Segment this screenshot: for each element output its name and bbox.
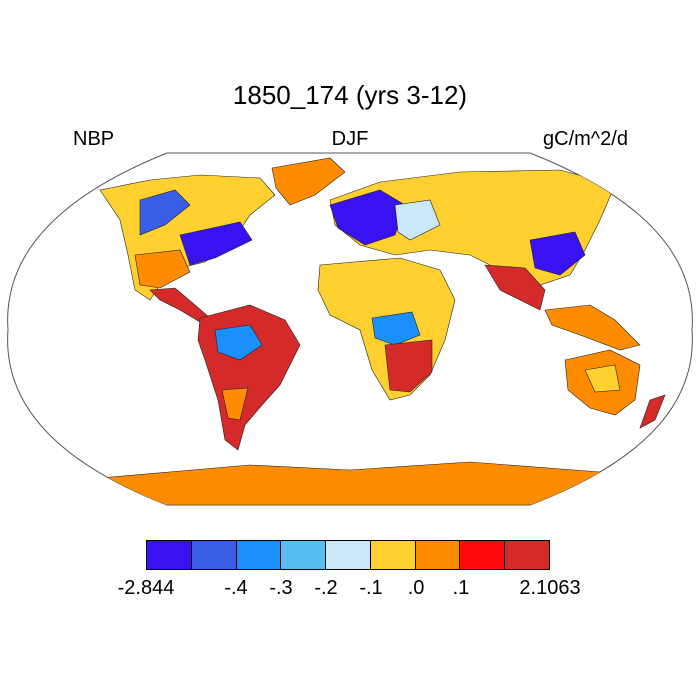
south-america-south — [221, 387, 249, 421]
central-africa-patch — [371, 311, 421, 346]
eastern-us-high — [179, 221, 253, 266]
us-south — [134, 249, 191, 289]
new-zealand-landmass — [639, 394, 666, 429]
season-label: DJF — [331, 128, 369, 150]
colorbar-tick-label: .0 — [407, 577, 425, 599]
north-america-high — [139, 189, 191, 236]
colorbar-tick-label: -.4 — [224, 577, 248, 599]
antarctica-landmass — [59, 461, 641, 505]
southeast-asia-islands — [544, 304, 641, 351]
europe-high — [329, 189, 406, 246]
colorbar-tick-label: -.3 — [269, 577, 293, 599]
amazon-patch — [214, 324, 263, 361]
colorbar-box-2 — [191, 541, 237, 569]
colorbar-tick-label: -.2 — [314, 577, 338, 599]
units-label: gC/m^2/d — [543, 128, 628, 150]
colorbar-box-3 — [236, 541, 282, 569]
colorbar-tick-label: -.1 — [359, 577, 383, 599]
colorbar-box-1 — [147, 541, 192, 569]
southern-africa-patch — [384, 339, 433, 393]
variable-label: NBP — [73, 128, 115, 150]
australia-patch — [584, 364, 621, 393]
colorbar-tick-label: -2.844 — [117, 577, 175, 599]
greenland-landmass — [271, 157, 346, 206]
colorbar-box-6 — [370, 541, 416, 569]
colorbar-tick-label: 2.1063 — [519, 577, 581, 599]
colorbar-box-5 — [326, 541, 371, 569]
south-asia-landmass — [484, 264, 546, 311]
map-title: 1850_174 (yrs 3-12) — [232, 80, 468, 110]
colorbar-box-9 — [505, 541, 550, 569]
east-asia-high — [529, 231, 586, 276]
colorbar-box-8 — [460, 541, 506, 569]
eastern-europe-patch — [394, 199, 441, 241]
colorbar — [146, 540, 550, 570]
colorbar-box-7 — [415, 541, 461, 569]
colorbar-tick-label: .1 — [452, 577, 470, 599]
colorbar-box-4 — [281, 541, 327, 569]
